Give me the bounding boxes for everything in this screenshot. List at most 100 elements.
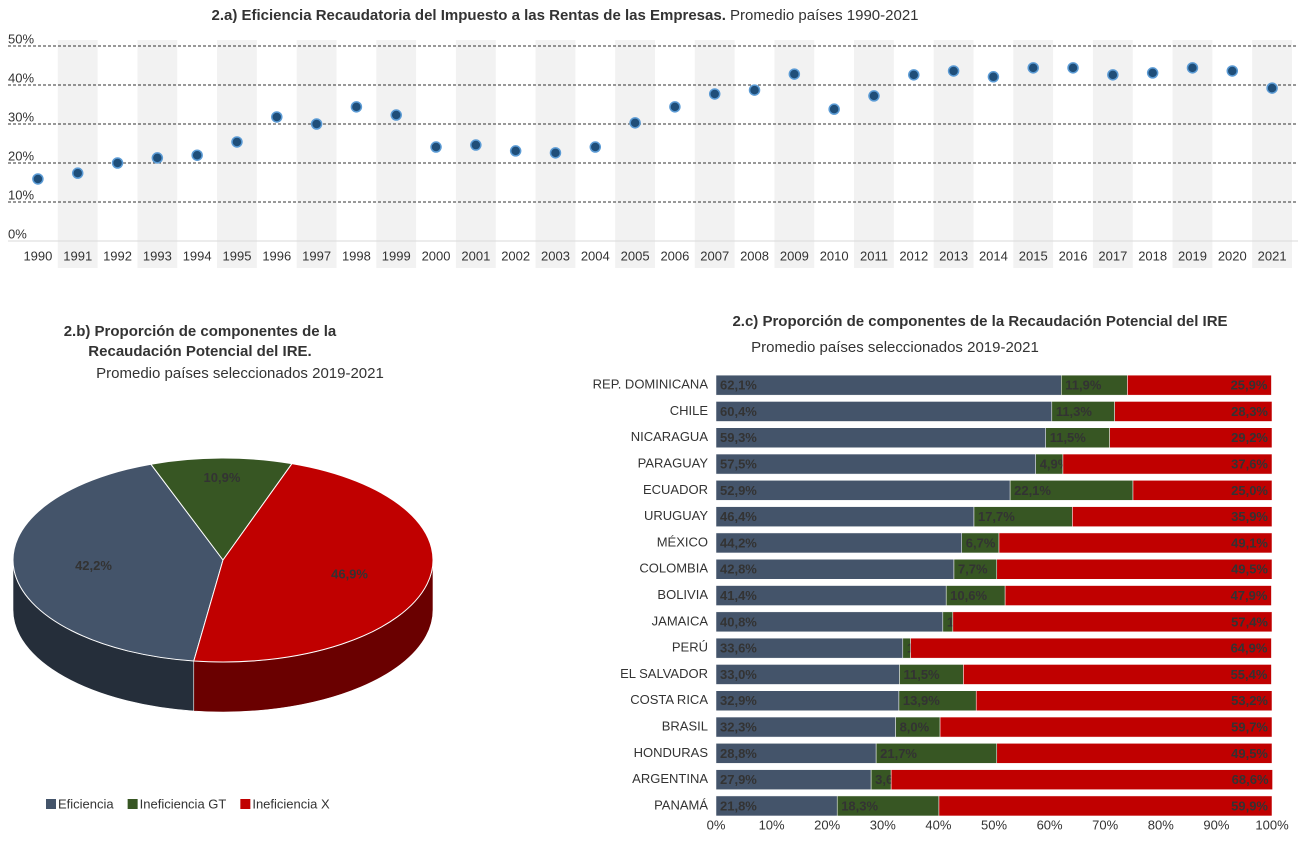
value-label: 60,4% bbox=[720, 404, 757, 419]
value-label: 6,7% bbox=[966, 535, 996, 550]
title-c: 2.c) Proporción de componentes de la Rec… bbox=[732, 313, 1228, 330]
value-label: 11,9% bbox=[1065, 378, 1102, 393]
value-label: 18,3% bbox=[841, 798, 878, 813]
bar-segment bbox=[1062, 453, 1273, 475]
value-label: 11,5% bbox=[903, 667, 940, 682]
value-label: 55,4% bbox=[1231, 667, 1268, 682]
bar-segment bbox=[715, 401, 1053, 422]
x-tick-label: 2009 bbox=[780, 248, 809, 263]
bar-segment bbox=[996, 743, 1273, 764]
stripe bbox=[615, 40, 655, 268]
x-tick-label: 30% bbox=[870, 817, 896, 832]
bar-segment bbox=[1132, 480, 1273, 501]
value-label: 33,6% bbox=[720, 641, 757, 656]
value-label: 68,6% bbox=[1232, 772, 1269, 787]
legend-swatch bbox=[127, 799, 138, 809]
value-label: 37,6% bbox=[1231, 456, 1268, 471]
title-b: 2.b) Proporción de componentes de la Rec… bbox=[63, 323, 337, 360]
x-tick-label: 10% bbox=[759, 817, 785, 832]
bar-segment bbox=[715, 374, 1062, 396]
y-tick-label: NICARAGUA bbox=[631, 429, 709, 444]
dot bbox=[310, 118, 323, 130]
dot bbox=[987, 71, 1000, 83]
value-label: 59,9% bbox=[1231, 798, 1268, 813]
y-tick-label: BRASIL bbox=[662, 718, 708, 733]
stripe bbox=[1172, 40, 1213, 268]
x-tick-label: 70% bbox=[1092, 817, 1118, 832]
value-label: 22,1% bbox=[1014, 483, 1051, 498]
dot bbox=[71, 167, 84, 179]
subtitle: Promedio países 1990-2021 bbox=[730, 7, 919, 24]
dot bbox=[430, 141, 442, 153]
stripe bbox=[57, 40, 98, 268]
x-tick-label: 60% bbox=[1037, 817, 1063, 832]
value-label: 25,9% bbox=[1231, 378, 1268, 393]
bar-segment bbox=[939, 716, 1273, 738]
dot bbox=[908, 69, 920, 81]
x-tick-label: 2004 bbox=[581, 248, 610, 263]
stripe bbox=[694, 40, 735, 268]
subtitle-c: Promedio países seleccionados 2019-2021 bbox=[751, 339, 1039, 356]
x-tick-label: 2010 bbox=[820, 248, 849, 263]
x-tick-label: 1999 bbox=[382, 248, 411, 263]
x-tick-label: 2019 bbox=[1178, 248, 1207, 263]
dot bbox=[151, 152, 164, 164]
dot bbox=[1186, 62, 1199, 74]
value-label: 21,8% bbox=[720, 798, 757, 813]
dot bbox=[390, 109, 402, 121]
y-tick-label: PANAMÁ bbox=[654, 797, 708, 812]
x-tick-label: 90% bbox=[1203, 817, 1229, 832]
stripe bbox=[1252, 40, 1292, 268]
bar-segment bbox=[975, 690, 1273, 711]
x-tick-label: 80% bbox=[1148, 817, 1174, 832]
value-label: 11,3% bbox=[1056, 404, 1093, 419]
x-tick-label: 1997 bbox=[302, 248, 331, 263]
x-tick-label: 1995 bbox=[223, 248, 252, 263]
x-tick-label: 1991 bbox=[63, 248, 92, 263]
dot bbox=[350, 101, 363, 113]
title-a: 2.a) Eficiencia Recaudatoria del Impuest… bbox=[0, 6, 1130, 26]
dot bbox=[589, 141, 602, 153]
value-label: 28,3% bbox=[1231, 404, 1268, 419]
value-label: 64,9% bbox=[1231, 641, 1268, 656]
x-tick-label: 40% bbox=[925, 817, 951, 832]
slice bbox=[150, 457, 293, 561]
dot bbox=[868, 90, 880, 102]
value-label: 10,9% bbox=[204, 470, 241, 485]
value-label: 32,9% bbox=[720, 693, 757, 708]
x-tick-label: 2003 bbox=[541, 248, 570, 263]
value-label: 59,3% bbox=[720, 430, 757, 445]
dot bbox=[549, 147, 562, 159]
value-label: 11,5% bbox=[1050, 430, 1087, 445]
value-label: 47,9% bbox=[1231, 588, 1268, 603]
dot bbox=[708, 88, 721, 100]
bar-segment bbox=[910, 637, 1272, 659]
value-label: 62,1% bbox=[720, 378, 757, 393]
x-tick-label: 2020 bbox=[1218, 248, 1247, 263]
x-tick-label: 2015 bbox=[1019, 248, 1048, 263]
value-label: 7,7% bbox=[958, 562, 988, 577]
y-tick-label: 20% bbox=[8, 148, 34, 163]
dot bbox=[1266, 82, 1278, 94]
dot bbox=[748, 84, 761, 96]
x-tick-label: 2005 bbox=[621, 248, 650, 263]
bar-segment bbox=[1114, 401, 1273, 422]
bar-segment bbox=[938, 795, 1273, 817]
bar-segment bbox=[1072, 506, 1273, 527]
stripe bbox=[376, 40, 417, 268]
dot bbox=[509, 145, 522, 157]
x-tick-label: 2014 bbox=[979, 248, 1008, 263]
y-tick-label: CHILE bbox=[670, 403, 709, 418]
y-tick-label: ARGENTINA bbox=[632, 771, 708, 786]
x-tick-label: 2016 bbox=[1059, 248, 1088, 263]
x-tick-label: 2001 bbox=[461, 248, 490, 263]
x-tick-label: 2008 bbox=[740, 248, 769, 263]
stripe bbox=[933, 40, 974, 268]
value-label: 42,8% bbox=[720, 562, 757, 577]
value-label: 35,9% bbox=[1231, 509, 1268, 524]
value-label: 49,5% bbox=[1231, 746, 1268, 761]
x-tick-label: 2013 bbox=[939, 248, 968, 263]
bar-segment bbox=[715, 480, 1011, 501]
x-tick-label: 2007 bbox=[700, 248, 729, 263]
